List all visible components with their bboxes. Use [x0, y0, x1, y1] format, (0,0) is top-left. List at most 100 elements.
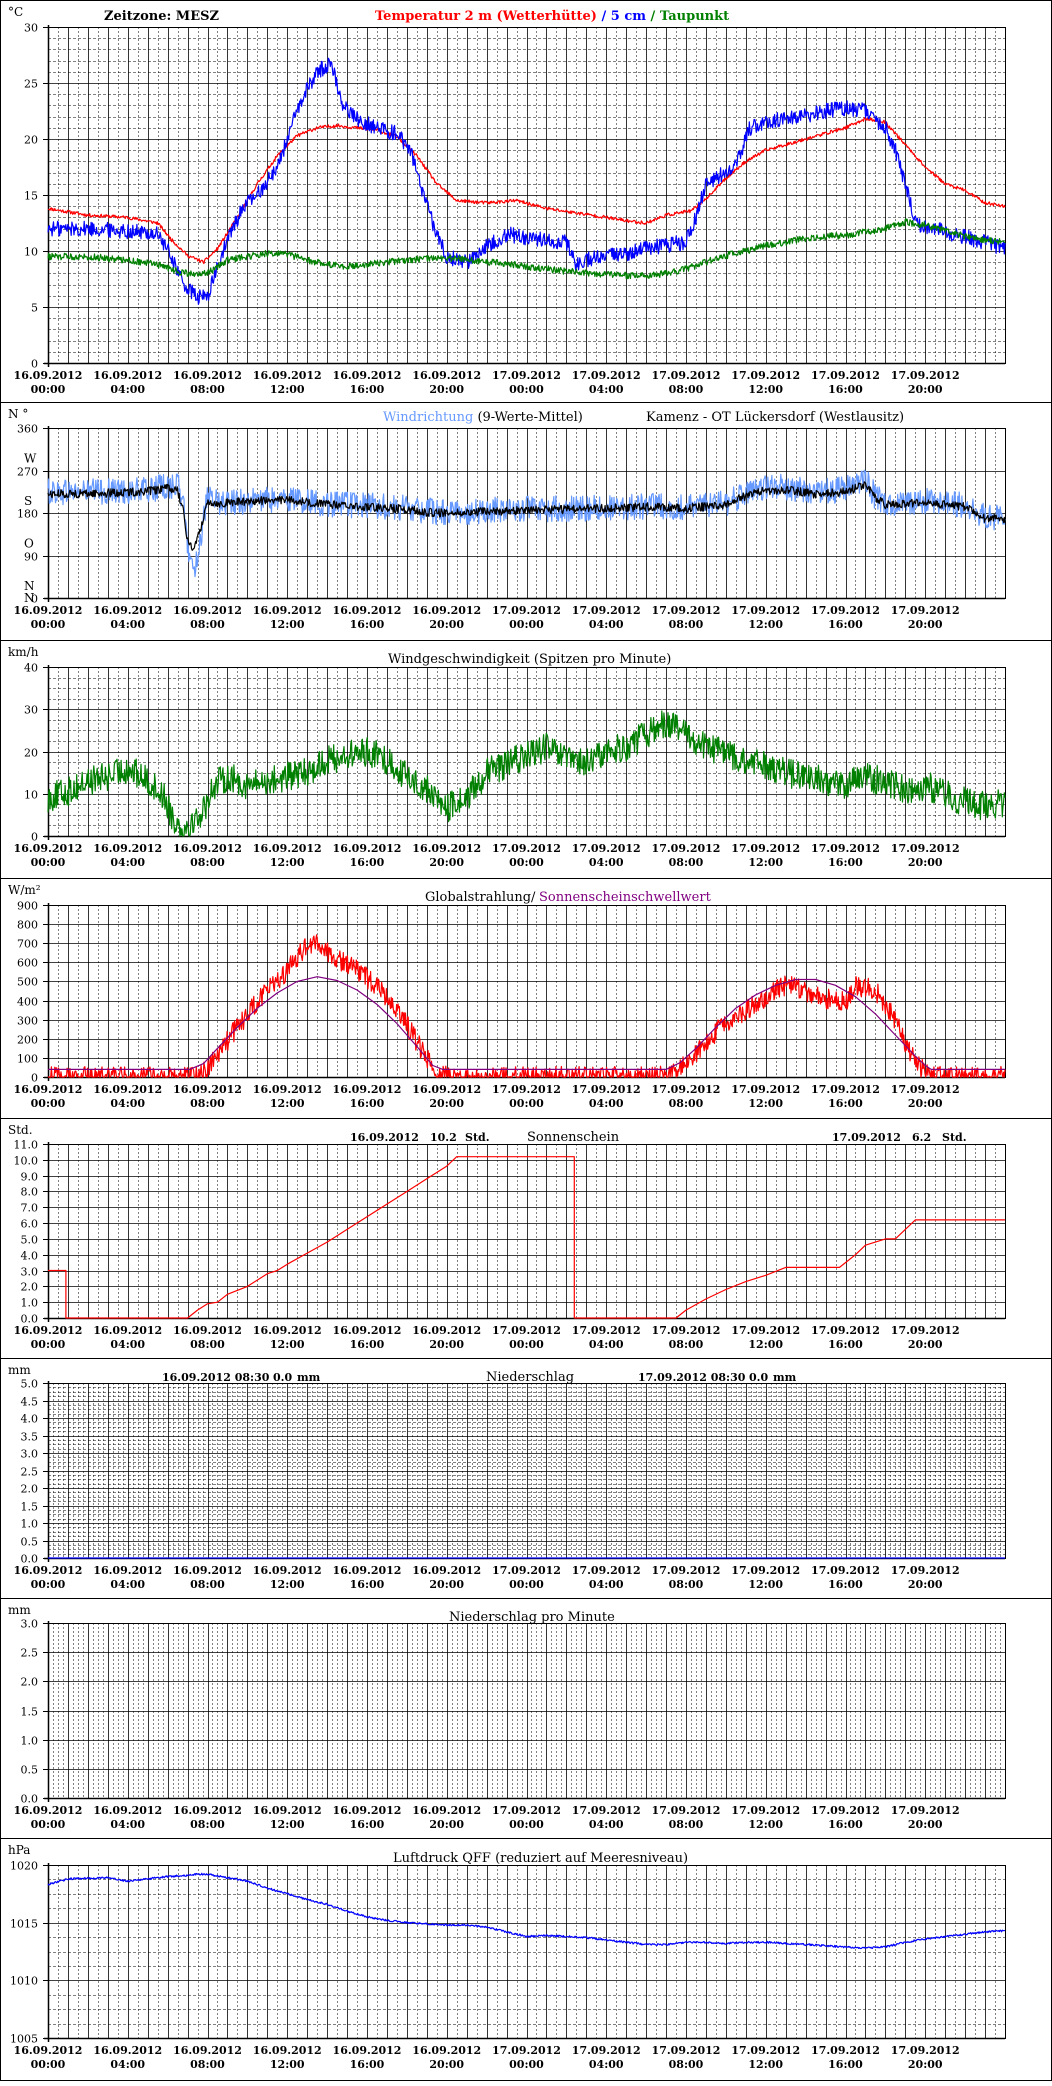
x-tick-time: 00:00 [509, 618, 544, 631]
x-tick-time: 04:00 [110, 856, 145, 869]
x-tick-time: 20:00 [429, 1097, 464, 1110]
y-tick-label: 1.5 [21, 1501, 39, 1514]
x-tick-time: 04:00 [589, 1578, 624, 1591]
x-tick-date: 16.09.2012 [253, 604, 322, 617]
y-tick-label: 0.5 [21, 1764, 39, 1777]
x-tick-time: 04:00 [589, 856, 624, 869]
sunshine-threshold-title: Sonnenscheinschwellwert [539, 890, 712, 905]
y-tick-label: 4.0 [21, 1250, 39, 1263]
plot-frame [48, 1383, 1006, 1559]
x-tick-date: 17.09.2012 [731, 1324, 800, 1337]
x-tick-time: 00:00 [509, 383, 544, 396]
x-tick-date: 17.09.2012 [731, 1564, 800, 1577]
x-tick-date: 16.09.2012 [14, 369, 83, 382]
x-tick-date: 16.09.2012 [14, 842, 83, 855]
series-line-2 [47, 481, 1006, 551]
x-tick-date: 17.09.2012 [492, 2044, 561, 2057]
x-tick-time: 20:00 [429, 856, 464, 869]
y-tick-label: 9.0 [21, 1171, 39, 1184]
x-tick-date: 16.09.2012 [173, 1083, 242, 1096]
y-tick-label: 360 [17, 423, 38, 436]
x-tick-date: 16.09.2012 [14, 604, 83, 617]
x-tick-date: 16.09.2012 [412, 842, 481, 855]
x-tick-date: 17.09.2012 [572, 369, 641, 382]
y-unit-label: W/m² [8, 883, 41, 897]
y-tick-label: 500 [17, 976, 38, 989]
x-tick-time: 16:00 [350, 1578, 385, 1591]
x-tick-date: 17.09.2012 [731, 842, 800, 855]
air-pressure-title: Luftdruck QFF (reduziert auf Meeresnivea… [393, 1851, 688, 1866]
y-tick-label: 10 [24, 789, 38, 802]
y-tick-label: 3.0 [21, 1618, 39, 1631]
x-tick-date: 17.09.2012 [731, 2044, 800, 2057]
x-tick-date: 17.09.2012 [572, 1083, 641, 1096]
x-tick-time: 16:00 [828, 1097, 863, 1110]
x-tick-time: 04:00 [589, 2058, 624, 2071]
y-tick-label: 4.5 [21, 1396, 39, 1409]
x-tick-time: 08:00 [669, 1338, 704, 1351]
y-tick-label: 1.0 [21, 1518, 39, 1531]
y-tick-label: 10 [24, 246, 38, 259]
series-line-3 [47, 218, 1006, 280]
chart-panel-4: 010020030040050060070080090016.09.201200… [0, 878, 1052, 1110]
x-tick-time: 00:00 [509, 856, 544, 869]
x-tick-time: 12:00 [748, 1818, 783, 1831]
x-tick-time: 16:00 [828, 1818, 863, 1831]
x-tick-date: 16.09.2012 [412, 1564, 481, 1577]
x-tick-time: 12:00 [270, 383, 305, 396]
y-tick-label: 1.5 [21, 1706, 39, 1719]
x-tick-date: 17.09.2012 [652, 604, 721, 617]
x-tick-time: 20:00 [908, 2058, 943, 2071]
x-tick-date: 17.09.2012 [492, 1083, 561, 1096]
x-tick-time: 16:00 [828, 618, 863, 631]
x-tick-date: 16.09.2012 [173, 604, 242, 617]
x-tick-date: 17.09.2012 [731, 369, 800, 382]
x-tick-date: 16.09.2012 [253, 1564, 322, 1577]
x-tick-date: 17.09.2012 [811, 604, 880, 617]
x-tick-time: 08:00 [190, 1578, 225, 1591]
x-tick-date: 16.09.2012 [93, 369, 162, 382]
x-tick-time: 08:00 [669, 2058, 704, 2071]
compass-letter: N [24, 591, 35, 605]
y-tick-label: 5 [31, 302, 38, 315]
x-tick-date: 16.09.2012 [253, 1083, 322, 1096]
x-tick-time: 00:00 [31, 1578, 66, 1591]
x-tick-date: 16.09.2012 [333, 1083, 402, 1096]
x-tick-time: 04:00 [110, 618, 145, 631]
x-tick-time: 04:00 [110, 383, 145, 396]
x-tick-time: 08:00 [190, 1338, 225, 1351]
y-tick-label: 270 [17, 466, 38, 479]
x-tick-time: 12:00 [748, 1338, 783, 1351]
y-tick-label: 0 [31, 831, 38, 844]
x-tick-date: 16.09.2012 [173, 1564, 242, 1577]
y-tick-label: 0 [31, 358, 38, 371]
x-tick-date: 16.09.2012 [253, 369, 322, 382]
y-tick-label: 1015 [10, 1918, 38, 1931]
x-tick-date: 17.09.2012 [891, 842, 960, 855]
series-line-1 [48, 1156, 1005, 1319]
x-tick-time: 04:00 [110, 1338, 145, 1351]
x-tick-date: 17.09.2012 [652, 1564, 721, 1577]
x-tick-time: 00:00 [31, 1338, 66, 1351]
summary-value: 6.2 [912, 1131, 931, 1144]
x-tick-date: 17.09.2012 [811, 1564, 880, 1577]
x-tick-date: 16.09.2012 [173, 842, 242, 855]
x-tick-date: 16.09.2012 [14, 1324, 83, 1337]
x-tick-time: 00:00 [509, 1338, 544, 1351]
y-unit-label: km/h [8, 645, 39, 659]
x-tick-time: 08:00 [669, 856, 704, 869]
plot-frame [48, 1144, 1006, 1319]
x-tick-date: 16.09.2012 [93, 1804, 162, 1817]
x-tick-date: 16.09.2012 [93, 842, 162, 855]
x-tick-date: 16.09.2012 [14, 1564, 83, 1577]
y-unit-label: °C [8, 5, 23, 19]
x-tick-time: 16:00 [350, 1818, 385, 1831]
x-tick-time: 08:00 [190, 2058, 225, 2071]
y-tick-label: 900 [17, 900, 38, 913]
x-tick-date: 17.09.2012 [731, 1804, 800, 1817]
x-tick-time: 04:00 [589, 618, 624, 631]
x-tick-date: 17.09.2012 [811, 842, 880, 855]
x-tick-time: 08:00 [190, 1818, 225, 1831]
x-tick-time: 12:00 [270, 1338, 305, 1351]
